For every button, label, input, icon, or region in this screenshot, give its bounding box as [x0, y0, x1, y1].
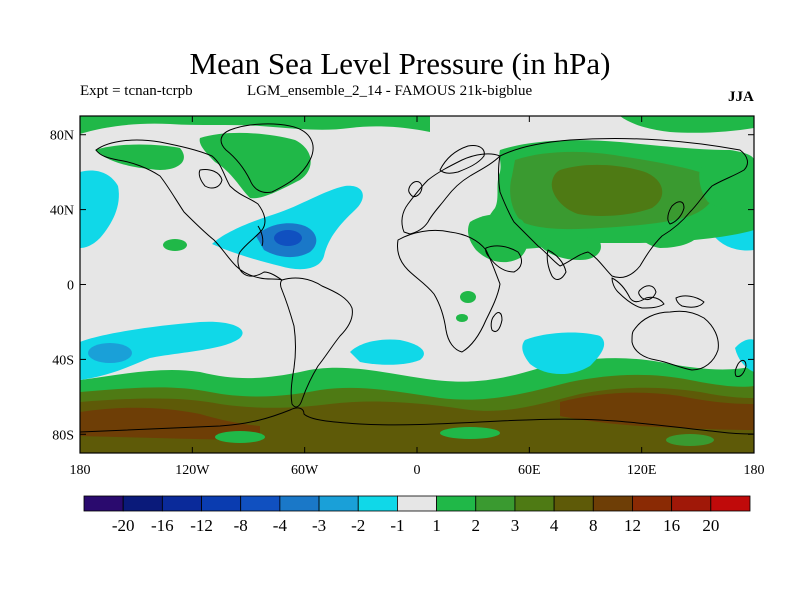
- colorbar-label: 4: [550, 516, 559, 535]
- lon-tick-label: 60E: [518, 463, 541, 478]
- map-title: Mean Sea Level Pressure (in hPa): [189, 46, 611, 81]
- lon-tick-label: 0: [414, 463, 421, 478]
- coast-north-america: [95, 139, 283, 281]
- colorbar-swatch: [122, 495, 163, 512]
- coast-borneo: [638, 285, 657, 301]
- colorbar-label: 3: [511, 516, 520, 535]
- green-patch-antarctic-2: [440, 427, 500, 439]
- coast-madagascar: [490, 312, 503, 333]
- lon-tick-label: 180: [744, 463, 765, 478]
- green-patch-antarctic-3: [666, 434, 714, 446]
- cyan-indian-ocean: [522, 332, 605, 375]
- colorbar-swatch: [83, 495, 124, 512]
- green-patch-africa: [460, 291, 476, 303]
- latitude-axis: 80N 40N 0 40S 80S: [50, 129, 754, 443]
- colorbar-label: -8: [234, 516, 248, 535]
- colorbar-swatch: [671, 495, 712, 512]
- colorbar: -20 -16 -12 -8 -4 -3 -2 -1 1 2 3 4 8 12 16 20: [83, 495, 751, 535]
- green-arctic-east: [620, 116, 754, 133]
- colorbar-label: -3: [312, 516, 326, 535]
- coast-australia: [631, 310, 719, 371]
- colorbar-swatch: [514, 495, 555, 512]
- colorbar-swatch: [357, 495, 398, 512]
- colorbar-label: -4: [273, 516, 288, 535]
- cyan-south-atlantic: [350, 339, 424, 365]
- cyan-north-pacific-west-2: [80, 195, 90, 232]
- colorbar-swatch: [592, 495, 633, 512]
- lightblue-south-pacific: [88, 343, 132, 363]
- coast-hudson-bay: [198, 169, 223, 189]
- lon-tick-label: 180: [70, 463, 91, 478]
- colorbar-swatch: [201, 495, 242, 512]
- experiment-label: Expt = tcnan-tcrpb: [80, 83, 193, 99]
- coast-southeast-asia: [611, 277, 665, 309]
- green-pacific-east: [699, 161, 754, 213]
- colorbar-swatch: [553, 495, 594, 512]
- pressure-field: [80, 116, 754, 453]
- colorbar-swatch: [436, 495, 477, 512]
- lat-tick-label: 80N: [50, 129, 74, 144]
- colorbar-swatch: [632, 495, 673, 512]
- colorbar-swatch: [397, 495, 437, 512]
- colorbar-label: 12: [624, 516, 641, 535]
- colorbar-swatch: [279, 495, 320, 512]
- darkblue-caribbean-core: [274, 230, 302, 246]
- longitude-axis: 180 120W 60W 0 60E 120E 180: [70, 116, 765, 478]
- colorbar-label: -12: [190, 516, 213, 535]
- coast-scandinavia: [439, 145, 485, 174]
- coast-japan: [667, 201, 685, 225]
- cyan-south-pacific: [80, 321, 243, 380]
- green-patch-east-pacific: [163, 239, 187, 251]
- lat-tick-label: 40S: [52, 353, 74, 368]
- green-patch-antarctic-1: [215, 431, 265, 443]
- colorbar-label: 16: [663, 516, 680, 535]
- lon-tick-label: 60W: [291, 463, 319, 478]
- cyan-australia-east: [735, 339, 754, 372]
- coast-south-america: [280, 277, 353, 408]
- coast-africa: [397, 229, 501, 353]
- colorbar-swatch: [318, 495, 359, 512]
- ensemble-label: LGM_ensemble_2_14 - FAMOUS 21k-bigblue: [247, 83, 533, 99]
- coast-asia: [498, 138, 748, 279]
- green-middle-east: [468, 214, 529, 263]
- green-south-asia: [540, 235, 601, 260]
- colorbar-swatch: [161, 495, 202, 512]
- green-north-america: [95, 144, 184, 170]
- colorbar-label: -20: [112, 516, 135, 535]
- coast-new-zealand: [734, 359, 747, 377]
- green-greenland: [199, 132, 311, 199]
- lon-tick-label: 120E: [627, 463, 657, 478]
- antarctic-darkbrown-west: [80, 407, 260, 440]
- colorbar-swatch: [710, 495, 751, 512]
- coast-florida: [257, 225, 264, 247]
- green-east-asia: [640, 226, 700, 248]
- cyan-north-pacific-west: [80, 170, 119, 248]
- coast-british-isles: [408, 181, 423, 197]
- lat-tick-label: 40N: [50, 204, 74, 219]
- green-patch-south-africa: [456, 314, 468, 322]
- lat-tick-label: 0: [67, 279, 74, 294]
- coast-greenland: [220, 123, 314, 193]
- season-label: JJA: [728, 89, 754, 105]
- brown-asia-core: [551, 164, 663, 216]
- colorbar-label: 8: [589, 516, 598, 535]
- colorbar-swatch: [240, 495, 281, 512]
- colorbar-label: 20: [702, 516, 719, 535]
- lat-tick-label: 80S: [52, 428, 74, 443]
- colorbar-label: 2: [472, 516, 481, 535]
- coast-arabia: [485, 245, 522, 273]
- colorbar-label: -1: [390, 516, 404, 535]
- lon-tick-label: 120W: [175, 463, 210, 478]
- colorbar-label: 1: [432, 516, 441, 535]
- coast-new-guinea: [675, 295, 705, 308]
- colorbar-label: -16: [151, 516, 174, 535]
- coastlines: [80, 123, 754, 435]
- coast-india: [546, 249, 567, 280]
- colorbar-label: -2: [351, 516, 365, 535]
- colorbar-swatch: [475, 495, 516, 512]
- coast-antarctica: [80, 407, 754, 435]
